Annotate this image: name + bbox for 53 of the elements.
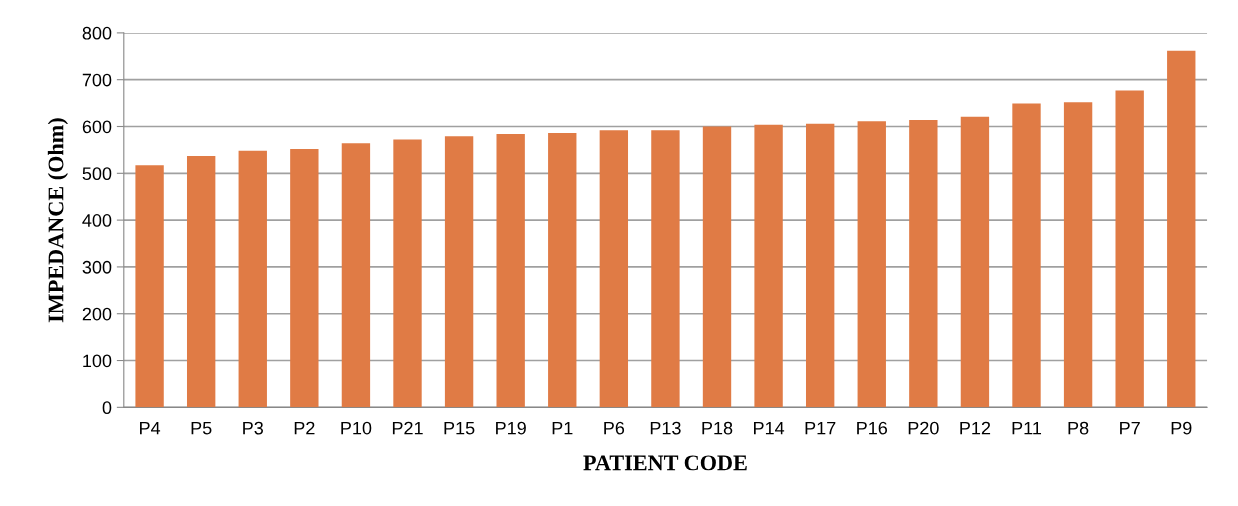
bar	[754, 124, 783, 408]
x-tick-label: P13	[650, 421, 681, 435]
y-tick-label: 300	[82, 260, 112, 274]
bar	[393, 139, 422, 408]
x-tick-label: P5	[191, 421, 212, 435]
bar	[1167, 50, 1196, 408]
bar	[702, 126, 732, 408]
bar	[599, 130, 629, 408]
x-tick-label: P16	[857, 421, 888, 435]
bar	[1115, 90, 1144, 408]
y-axis-title: IMPEDANCE (Ohm)	[47, 118, 68, 323]
bar	[857, 121, 886, 408]
x-tick-label: P12	[960, 421, 991, 435]
x-tick-label: P21	[392, 421, 423, 435]
y-tick-label: 0	[102, 401, 112, 415]
x-tick-label: P4	[140, 421, 161, 435]
x-tick-label: P15	[444, 421, 475, 435]
bar	[341, 143, 371, 408]
y-tick-label: 800	[82, 26, 112, 40]
x-tick-label: P6	[604, 421, 625, 435]
bar	[1063, 102, 1093, 408]
y-tick-label: 600	[82, 120, 112, 134]
y-tick-label: 100	[83, 354, 112, 368]
x-tick-label: P20	[908, 421, 939, 435]
x-tick-label: P14	[754, 421, 785, 435]
bar	[1012, 103, 1041, 408]
bar	[960, 116, 990, 408]
bar	[651, 130, 680, 408]
x-tick-label: P19	[496, 421, 526, 435]
x-axis-title: PATIENT CODE	[583, 455, 747, 471]
x-tick-label: P2	[294, 421, 315, 435]
x-tick-label: P1	[552, 421, 573, 435]
bar	[548, 133, 577, 408]
x-tick-label: P7	[1120, 421, 1140, 435]
bar	[444, 136, 474, 408]
x-tick-label: P17	[805, 421, 836, 435]
x-tick-label: P11	[1012, 421, 1042, 435]
bar	[238, 150, 267, 408]
bar	[290, 148, 319, 408]
bar	[135, 165, 164, 408]
bar	[186, 155, 216, 408]
bar	[805, 123, 835, 408]
y-tick-label: 500	[82, 167, 112, 181]
x-tick-label: P10	[341, 421, 372, 435]
bar	[909, 119, 938, 408]
bar	[496, 133, 525, 408]
x-tick-label: P18	[702, 421, 733, 435]
y-tick-label: 700	[82, 73, 112, 87]
x-tick-label: P9	[1171, 421, 1192, 435]
x-tick-label: P8	[1068, 421, 1089, 435]
y-tick-label: 200	[82, 307, 112, 321]
y-tick-label: 400	[82, 214, 112, 227]
x-tick-label: P3	[243, 421, 264, 435]
